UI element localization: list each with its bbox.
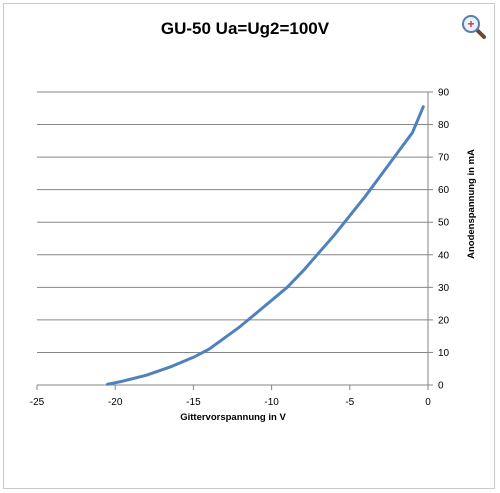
x-tick-label: 0 (425, 397, 431, 408)
x-tick-label: -10 (264, 397, 279, 408)
y-tick-label: 70 (438, 153, 450, 164)
series-lines (105, 105, 425, 386)
y-tick-label: 40 (438, 250, 450, 261)
y-tick-label: 50 (438, 218, 450, 229)
x-tick-labels: -25 -20 -15 -10 -5 0 (30, 397, 431, 408)
x-tick-label: -25 (30, 397, 45, 408)
x-axis-title: Gittervorspannung in V (180, 412, 286, 423)
zoom-in-button[interactable]: + (461, 14, 487, 40)
y-tick-label: 90 (438, 88, 450, 99)
x-tick-label: -15 (186, 397, 201, 408)
y-tick-label: 0 (438, 381, 444, 392)
gridlines (37, 91, 428, 353)
series-line (105, 105, 425, 386)
y-axis-title: Anodenspannung in mA (466, 149, 477, 259)
axes (36, 91, 433, 390)
y-tick-label: 60 (438, 185, 450, 196)
y-tick-label: 30 (438, 283, 450, 294)
x-tick-label: -20 (108, 397, 123, 408)
y-tick-labels: 0 10 20 30 40 50 60 70 80 90 (438, 88, 450, 392)
y-tick-label: 80 (438, 120, 450, 131)
zoom-symbol: + (467, 17, 474, 31)
y-tick-label: 20 (438, 315, 450, 326)
zoom-in-icon: + (462, 15, 486, 39)
y-tick-label: 10 (438, 348, 450, 359)
chart-title: GU-50 Ua=Ug2=100V (161, 19, 330, 38)
chart-frame (3, 3, 495, 489)
x-tick-label: -5 (345, 397, 354, 408)
